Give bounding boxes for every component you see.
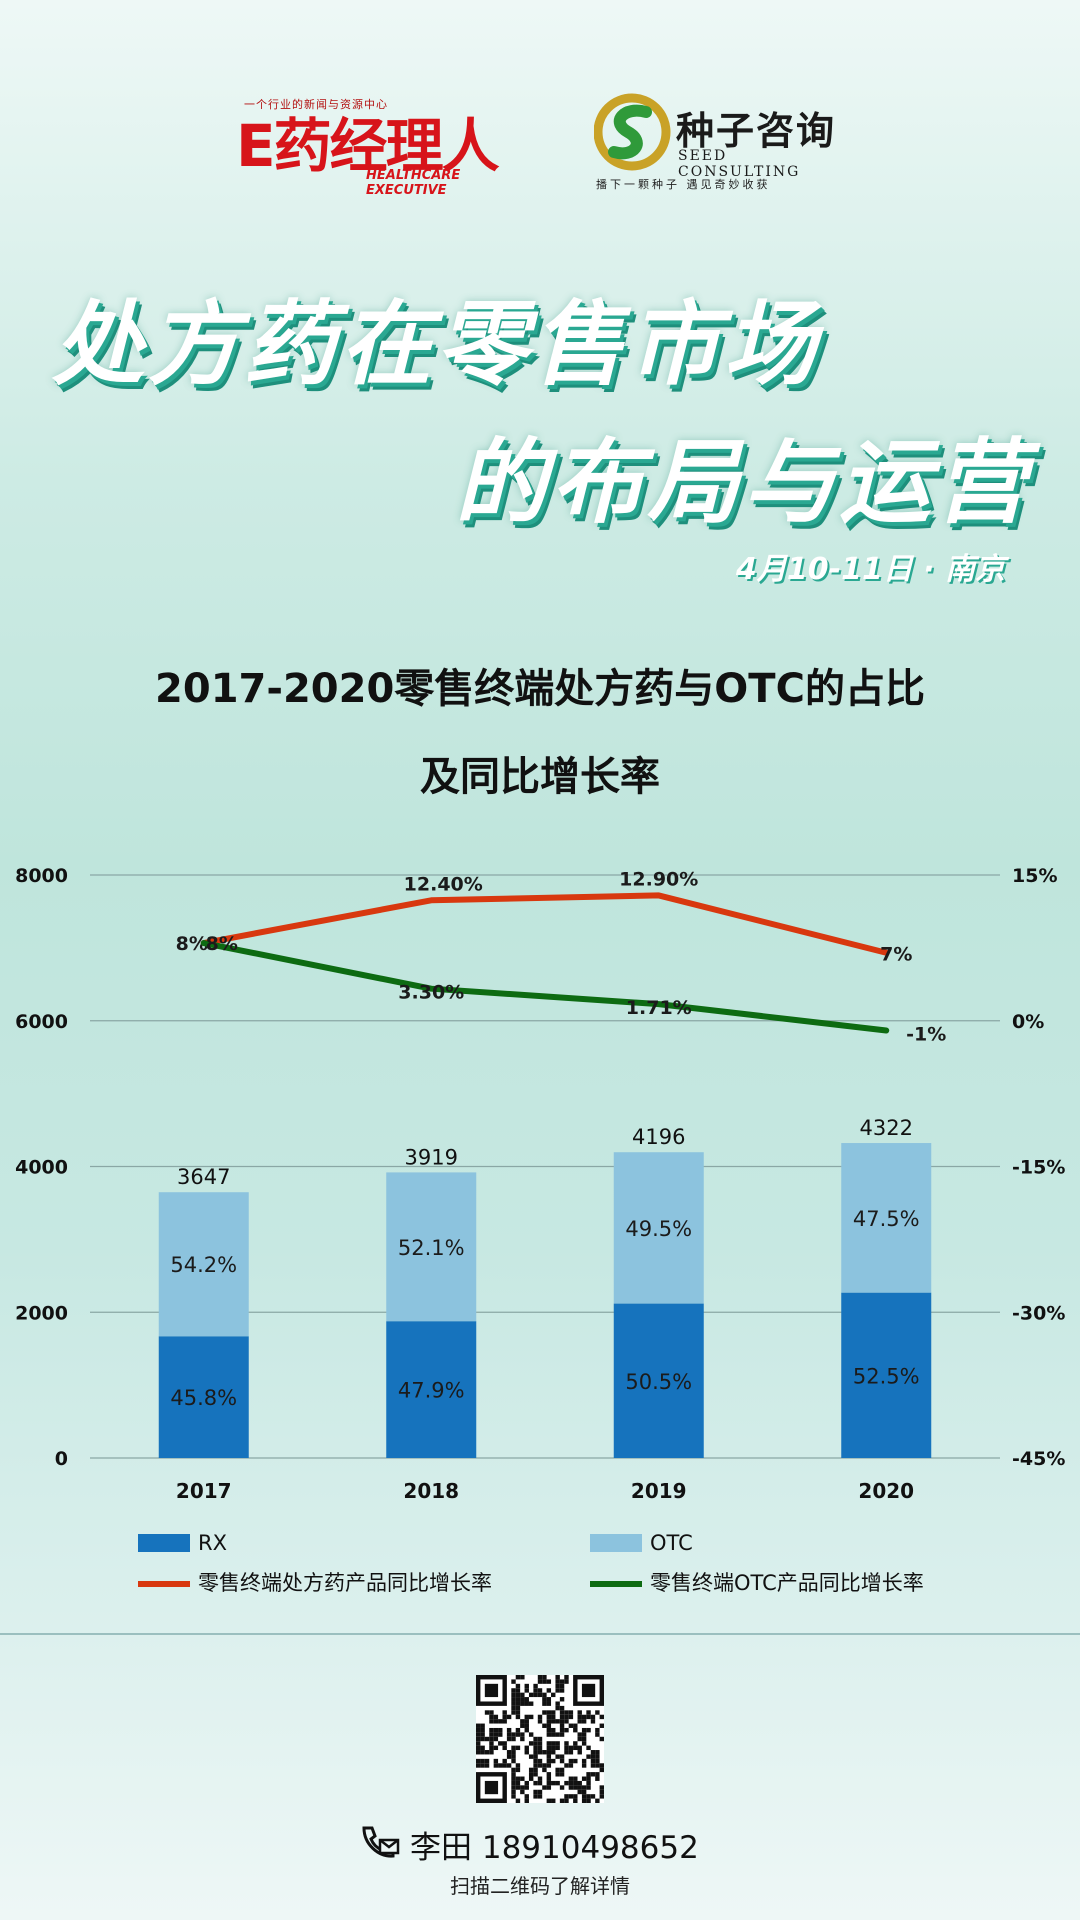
scan-hint: 扫描二维码了解详情 [450, 1874, 630, 1898]
bar-otc [386, 1172, 477, 1322]
rx-share-label: 45.8% [170, 1386, 237, 1410]
y-right-tick-label: -15% [1012, 1157, 1065, 1179]
growth-rate-label: 7% [880, 944, 912, 966]
bar-total-label: 4322 [860, 1116, 913, 1140]
x-tick-label: 2020 [858, 1479, 914, 1503]
phone-mail-icon [362, 1826, 400, 1858]
section-divider [0, 1633, 1080, 1635]
headline-line2: 的布局与运营 [455, 429, 1032, 536]
bar-otc [158, 1192, 249, 1337]
growth-rate-label: 12.90% [619, 868, 698, 890]
bar-total-label: 3919 [405, 1145, 458, 1169]
y-left-tick-label: 8000 [15, 865, 68, 887]
legend-label-rx: RX [198, 1531, 227, 1555]
otc-share-label: 52.1% [398, 1236, 465, 1260]
growth-rate-label: -1% [906, 1023, 946, 1045]
growth-rate-label: 12.40% [404, 873, 483, 895]
bar-rx [158, 1336, 249, 1458]
rx-share-label: 50.5% [625, 1370, 692, 1394]
rx-growth-line [200, 892, 890, 956]
bar-rx [386, 1321, 477, 1458]
chart-title-line1: 2017-2020零售终端处方药与OTC的占比 [155, 666, 925, 712]
y-right-tick-label: 0% [1012, 1011, 1044, 1033]
contact-name-phone: 李田 18910498652 [410, 1830, 699, 1866]
otc-growth-line [200, 940, 890, 1034]
growth-rate-label: 8% [206, 933, 238, 955]
y-left-tick-label: 2000 [15, 1302, 68, 1324]
legend-swatch-rx [138, 1534, 190, 1552]
legend-label-rx-growth: 零售终端处方药产品同比增长率 [198, 1571, 492, 1595]
x-tick-label: 2018 [403, 1479, 459, 1503]
y-left-tick-label: 6000 [15, 1011, 68, 1033]
otc-share-label: 47.5% [853, 1207, 920, 1231]
legend-swatch-otc [590, 1534, 642, 1552]
growth-rate-label: 3.30% [398, 982, 464, 1004]
seed-logo-icon [594, 93, 671, 171]
y-right-tick-label: -45% [1012, 1448, 1065, 1470]
x-tick-label: 2019 [631, 1479, 687, 1503]
bar-rx [841, 1292, 932, 1458]
growth-rate-label: 1.71% [626, 997, 692, 1019]
bar-rx [613, 1303, 704, 1458]
bar-total-label: 4196 [632, 1125, 685, 1149]
rx-share-label: 47.9% [398, 1379, 465, 1403]
logo-right-tagline: 播下一颗种子 遇见奇妙收获 [596, 178, 771, 191]
logo-left-name: E药经理人 [236, 112, 500, 180]
y-right-tick-label: 15% [1012, 865, 1057, 887]
bar-otc [613, 1152, 704, 1304]
y-right-tick-label: -30% [1012, 1302, 1065, 1324]
bar-total-label: 3647 [177, 1165, 230, 1189]
legend-label-otc: OTC [650, 1531, 693, 1555]
rx-share-label: 52.5% [853, 1364, 920, 1388]
logo-seed-consulting: 种子咨询 SEED CONSULTING 播下一颗种子 遇见奇妙收获 [594, 92, 854, 192]
logo-left-name-en: HEALTHCARE EXECUTIVE [366, 168, 461, 198]
growth-rate-label: 8% [176, 933, 208, 955]
y-left-tick-label: 0 [55, 1448, 68, 1470]
logo-right-name-en: SEED CONSULTING [678, 148, 801, 180]
logo-left-tagline: 一个行业的新闻与资源中心 [244, 98, 388, 111]
legend-label-otc-growth: 零售终端OTC产品同比增长率 [650, 1571, 924, 1595]
otc-share-label: 54.2% [170, 1253, 237, 1277]
logo-right-name: 种子咨询 [676, 109, 837, 153]
logo-e-yao: 一个行业的新闻与资源中心 E药经理人 HEALTHCARE EXECUTIVE [236, 96, 536, 198]
otc-share-label: 49.5% [625, 1217, 692, 1241]
x-tick-label: 2017 [176, 1479, 232, 1503]
y-left-tick-label: 4000 [15, 1157, 68, 1179]
qr-code[interactable] [476, 1675, 604, 1803]
event-date: 4月10-11日 · 南京 [736, 552, 1006, 587]
bar-otc [841, 1143, 932, 1293]
chart-title-line2: 及同比增长率 [420, 754, 660, 800]
stacked-bar-line-chart: 0 2000 4000 6000 8000 -45% -30% -15% 0% 15% 3647 54… [15, 865, 1065, 1595]
headline-line1: 处方药在零售市场 [52, 291, 821, 398]
